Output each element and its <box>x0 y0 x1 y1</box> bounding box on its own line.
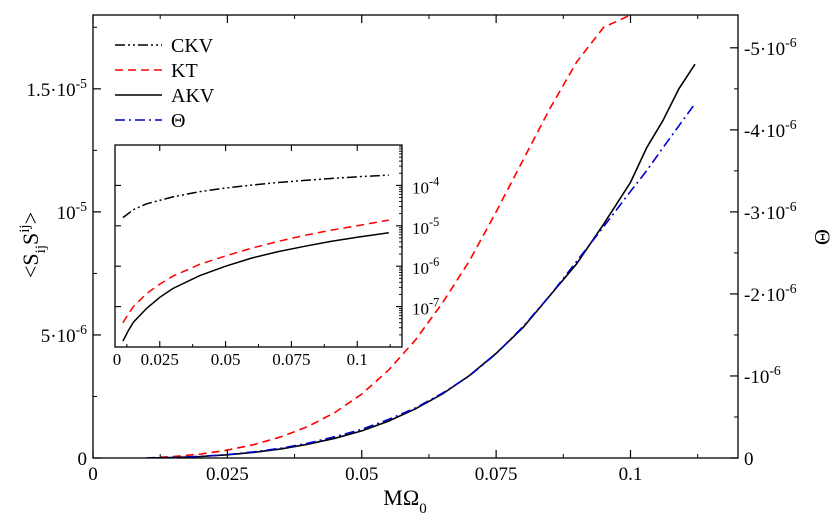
main-plot-frame <box>92 14 739 459</box>
inset-plot: 0 0.025 0.05 0.075 0.1 10-7 10-6 10-5 10-4 <box>113 144 439 369</box>
inset-x-tick-label: 0.05 <box>211 350 241 369</box>
inset-x-tick-label: 0 <box>113 350 122 369</box>
y-right-tick-label: -3·10-6 <box>744 199 797 224</box>
main-plot: 0 0.025 0.05 0.075 0.1 0 5·10-6 10-5 1.5·10-5 0 -1… <box>27 14 797 485</box>
y-right-tick-label: -5·10-6 <box>744 35 797 60</box>
y-right-tick-label: -4·10-6 <box>744 117 797 142</box>
y-right-axis-title: Θ <box>810 229 830 245</box>
inset-y-tick-label: 10-5 <box>412 215 439 238</box>
series-line-theta <box>146 103 696 458</box>
inset-y-tick-label: 10-4 <box>412 174 439 197</box>
y-left-axis-title: <SijSij> <box>17 212 49 278</box>
inset-x-tick-label: 0.1 <box>347 350 368 369</box>
x-tick-label: 0.025 <box>206 464 249 485</box>
legend-item: Θ <box>115 110 185 132</box>
inset-y-tick-label: 10-7 <box>412 296 439 319</box>
legend-item: AKV <box>115 85 215 107</box>
y-left-tick-label: 0 <box>78 449 88 470</box>
y-left-tick-label: 5·10-6 <box>41 322 87 347</box>
inset-axes: 0 0.025 0.05 0.075 0.1 10-7 10-6 10-5 10-4 <box>113 145 439 369</box>
inset-series-line-ckv <box>122 174 389 219</box>
legend: CKV KT AKV Θ <box>115 35 215 132</box>
inset-series-line-akv <box>122 232 389 342</box>
x-tick-label: 0 <box>88 464 98 485</box>
legend-item: KT <box>115 60 198 82</box>
inset-x-tick-label: 0.025 <box>141 350 179 369</box>
inset-y-tick-label: 10-6 <box>412 255 439 278</box>
y-right-tick-label: 0 <box>744 449 754 470</box>
inset-series-group <box>122 174 389 342</box>
inset-x-tick-label: 0.075 <box>272 350 310 369</box>
axis-titles: MΩ0 <SijSij> Θ <box>17 212 830 517</box>
main-axes: 0 0.025 0.05 0.075 0.1 0 5·10-6 10-5 1.5·10-5 0 -1… <box>27 15 797 485</box>
x-tick-label: 0.1 <box>619 464 643 485</box>
y-right-tick-label: -10-6 <box>744 363 781 388</box>
y-left-tick-label: 1.5·10-5 <box>27 76 88 101</box>
legend-label: AKV <box>171 85 215 107</box>
legend-item: CKV <box>115 35 214 57</box>
x-tick-label: 0.075 <box>475 464 518 485</box>
x-axis-title: MΩ0 <box>383 485 426 517</box>
y-left-tick-label: 10-5 <box>57 199 88 224</box>
legend-label: CKV <box>171 35 214 57</box>
legend-label: Θ <box>171 110 185 132</box>
legend-label: KT <box>171 60 198 82</box>
y-right-tick-label: -2·10-6 <box>744 281 797 306</box>
x-tick-label: 0.05 <box>345 464 378 485</box>
